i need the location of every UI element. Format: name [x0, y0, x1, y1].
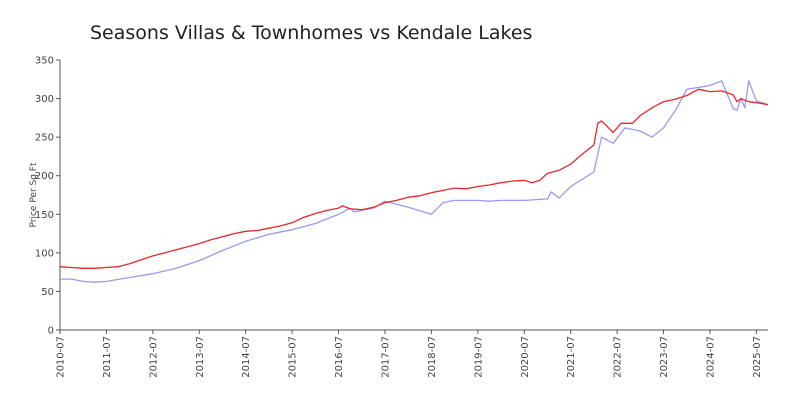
x-tick-label: 2019-07 — [473, 336, 484, 378]
x-tick-label: 2017-07 — [380, 336, 391, 378]
x-tick-label: 2015-07 — [288, 336, 299, 378]
x-tick-label: 2012-07 — [148, 336, 159, 378]
series-line-1 — [59, 88, 769, 269]
x-tick-label: 2013-07 — [195, 336, 206, 378]
x-tick-label: 2022-07 — [613, 336, 624, 378]
y-tick-label: 100 — [35, 248, 54, 259]
x-tick-label: 2021-07 — [566, 336, 577, 378]
y-tick-label: 250 — [35, 133, 54, 144]
chart-title: Seasons Villas & Townhomes vs Kendale La… — [90, 22, 532, 44]
series-layer — [59, 80, 769, 283]
x-tick-label: 2024-07 — [705, 336, 716, 378]
y-tick-label: 200 — [35, 171, 54, 182]
x-tick-label: 2025-07 — [752, 336, 763, 378]
y-axis-title: Price Per Sq Ft — [29, 162, 39, 227]
x-tick-label: 2011-07 — [102, 336, 113, 378]
y-tick-label: 300 — [35, 94, 54, 105]
y-tick-label: 0 — [48, 326, 54, 337]
x-tick-label: 2023-07 — [659, 336, 670, 378]
x-tick-label: 2016-07 — [334, 336, 345, 378]
x-tick-label: 2018-07 — [427, 336, 438, 378]
x-tick-label: 2014-07 — [241, 336, 252, 378]
series-line-2 — [60, 80, 769, 283]
y-tick-label: 50 — [41, 287, 54, 298]
y-tick-label: 350 — [35, 56, 54, 67]
x-axis-ticks: 2010-07 2011-07 2012-07 2013-07 2014-07 2015-… — [56, 330, 763, 378]
x-tick-label: 2010-07 — [56, 336, 67, 378]
y-axis-ticks: 0 50 100 150 200 250 300 350 — [35, 56, 60, 337]
x-tick-label: 2020-07 — [520, 336, 531, 378]
y-tick-label: 150 — [35, 210, 54, 221]
